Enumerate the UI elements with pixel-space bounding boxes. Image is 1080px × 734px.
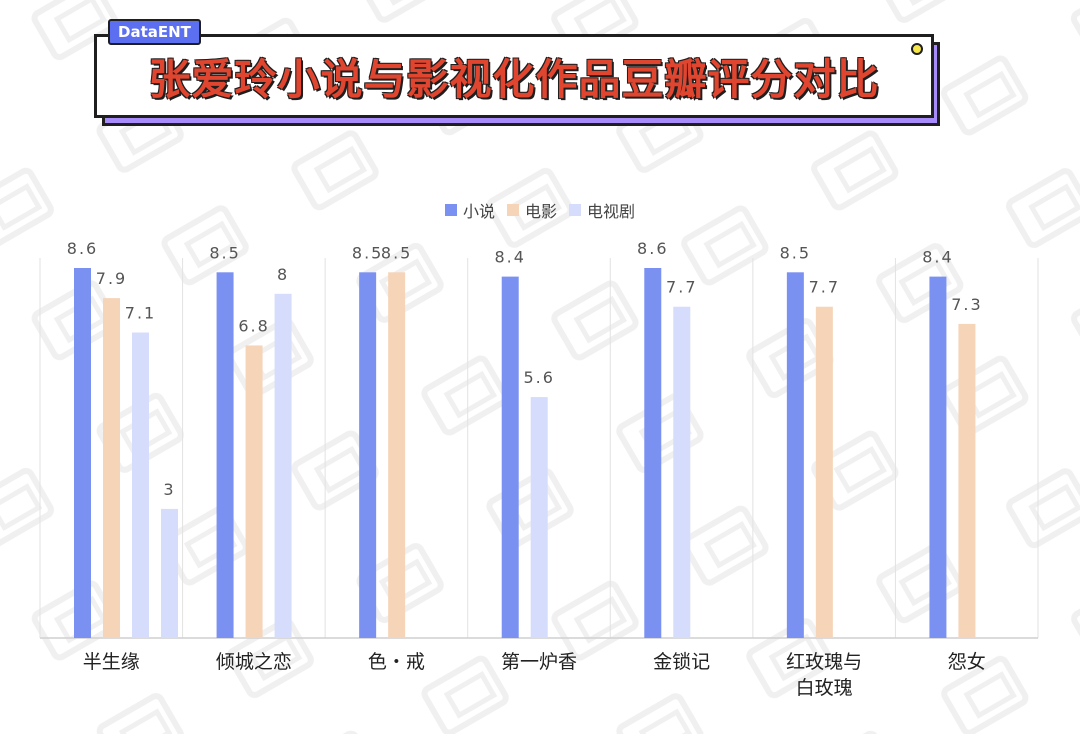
category-label: 第一炉香 xyxy=(501,651,577,673)
bar-tv xyxy=(161,508,178,638)
bar-novel xyxy=(929,276,947,638)
data-label: 8.5 xyxy=(209,243,240,262)
data-label: 8.5 xyxy=(780,243,811,262)
bar-film xyxy=(245,345,263,638)
bar-novel xyxy=(216,272,234,638)
legend-label-tv: 电视剧 xyxy=(587,202,636,221)
chart-title: 张爱玲小说与影视化作品豆瓣评分对比 xyxy=(148,54,880,104)
bar-novel xyxy=(359,272,377,638)
category-label: 红玫瑰与 xyxy=(786,651,862,673)
bar-tv xyxy=(530,397,548,638)
bar-novel xyxy=(644,268,662,638)
category-label: 半生缘 xyxy=(83,651,140,673)
legend-label-film: 电影 xyxy=(524,202,557,221)
bar-film xyxy=(815,306,833,638)
data-label: 7.1 xyxy=(125,304,156,323)
data-label: 8.5 xyxy=(381,243,412,262)
category-label: 色・戒 xyxy=(368,651,425,673)
legend-swatch-novel xyxy=(444,204,457,216)
data-label: 8.5 xyxy=(352,243,383,262)
legend-item-tv: 电视剧 xyxy=(569,198,635,222)
data-label: 6.8 xyxy=(238,316,269,335)
category-label: 白玫瑰 xyxy=(796,677,853,699)
data-label: 7.7 xyxy=(666,278,697,297)
category-label: 倾城之恋 xyxy=(216,651,292,673)
data-label: 8 xyxy=(277,265,289,284)
bar-novel xyxy=(786,272,804,638)
category-label: 怨女 xyxy=(948,651,986,673)
data-label: 8.4 xyxy=(494,248,525,267)
data-label: 7.3 xyxy=(951,295,982,314)
bar-film xyxy=(958,323,976,638)
data-label: 8.6 xyxy=(67,239,98,258)
banner-dot xyxy=(911,43,923,55)
brand-tag: DataENT xyxy=(108,19,201,45)
bar-tv xyxy=(132,332,149,638)
bar-film xyxy=(388,272,406,638)
legend-item-film: 电影 xyxy=(506,198,557,222)
legend-swatch-film xyxy=(506,204,519,216)
data-label: 7.7 xyxy=(809,278,840,297)
category-label: 金锁记 xyxy=(653,651,710,673)
data-label: 8.6 xyxy=(637,239,668,258)
bar-novel xyxy=(74,268,91,638)
bar-tv xyxy=(673,306,691,638)
data-label: 7.9 xyxy=(96,269,127,288)
data-label: 5.6 xyxy=(523,368,554,387)
legend-label-novel: 小说 xyxy=(462,202,495,221)
legend-swatch-tv xyxy=(569,204,581,216)
title-banner: 张爱玲小说与影视化作品豆瓣评分对比 xyxy=(94,34,934,118)
bar-novel xyxy=(501,276,519,638)
bar-film xyxy=(103,298,120,638)
data-label: 3 xyxy=(163,480,175,499)
data-label: 8.4 xyxy=(922,248,953,267)
bar-tv xyxy=(274,293,292,638)
legend: 小说 电影 电视剧 xyxy=(0,198,1080,222)
legend-item-novel: 小说 xyxy=(444,198,495,222)
